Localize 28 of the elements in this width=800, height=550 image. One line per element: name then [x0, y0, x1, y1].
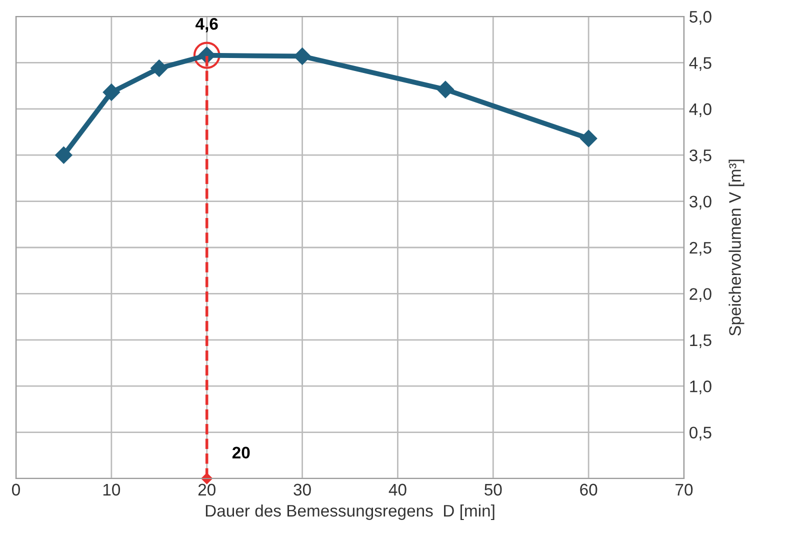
- x-tick-label: 40: [388, 484, 406, 496]
- y-tick-label: 3,5: [689, 150, 712, 164]
- ref-line-label: 20: [232, 446, 250, 459]
- x-axis-title: Dauer des Bemessungsregens D [min]: [206, 504, 494, 520]
- point: [55, 146, 72, 164]
- y-tick-label: 3,0: [689, 196, 712, 210]
- y-tick-label: 5,0: [690, 10, 712, 25]
- y-tick-label: 4,0: [689, 103, 712, 118]
- point: [580, 130, 598, 148]
- x-tick-label: 70: [676, 484, 693, 496]
- y-tick-label: 0,5: [690, 426, 712, 440]
- x-tick-label: 50: [484, 484, 502, 496]
- x-tick-label: 10: [103, 484, 120, 496]
- y-tick-label: 2,0: [690, 288, 712, 302]
- y-axis-title: Speichervolumen V [m³]: [728, 160, 744, 336]
- x-tick-label: 20: [198, 484, 216, 496]
- annotation: 4,6: [196, 18, 218, 32]
- y-tick-label: 2,5: [690, 242, 712, 256]
- x-tick-label: 0: [12, 484, 20, 496]
- x-tick-label: 60: [580, 484, 598, 496]
- y-tick-label: 1,0: [690, 380, 712, 394]
- point: [102, 84, 120, 101]
- y-tick-label: 1,5: [690, 334, 712, 348]
- point: [294, 48, 311, 65]
- point: [150, 60, 168, 77]
- y-tick-label: 4,5: [689, 57, 712, 71]
- point: [436, 80, 454, 98]
- x-tick-label: 30: [294, 484, 311, 496]
